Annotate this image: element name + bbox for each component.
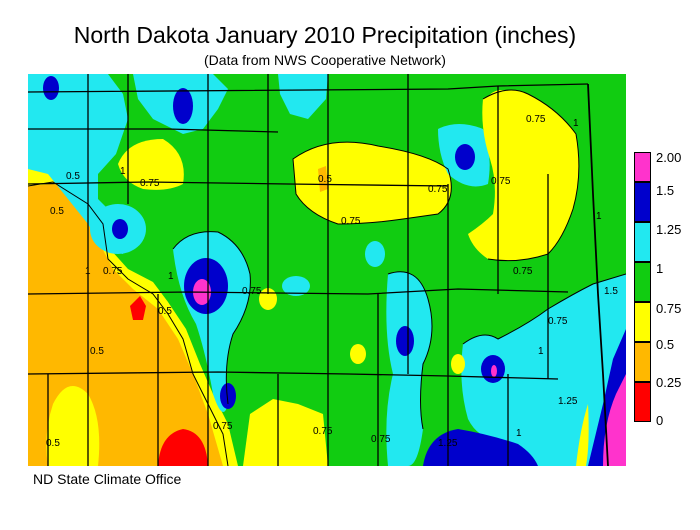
- zone-1-1.25-east: [386, 271, 432, 466]
- contour-label: 1: [120, 166, 126, 177]
- zone-1.25-1.5-nw: [112, 219, 128, 239]
- contour-label: 0.5: [158, 306, 172, 317]
- legend-label: 1.25: [656, 222, 682, 237]
- zone-1-1.25-center-spot: [365, 241, 385, 267]
- precipitation-legend: 2.00 1.5 1.25 1 0.75 0.5 0.25 0: [634, 150, 700, 430]
- zone-0.75-northeast: [468, 90, 579, 261]
- zone-0.75-southwest: [46, 386, 100, 466]
- zone-0.75-east-spot: [451, 354, 465, 374]
- legend-label: 2.00: [656, 150, 682, 165]
- contour-label: 0.5: [46, 438, 60, 449]
- legend-label: 0.5: [656, 337, 675, 352]
- legend-label: 1.5: [656, 183, 675, 198]
- contour-value-labels: 0.75 1 0.75 1 0.5 0.75 0.75 0.75 1 1 0.5…: [46, 114, 618, 449]
- contour-label: 0.5: [66, 171, 80, 182]
- contour-label: 0.75: [213, 421, 233, 432]
- zone-0.75-center-spot: [350, 344, 366, 364]
- zone-0.75-northeast-top: [486, 90, 516, 118]
- zone-above-2-east-spot: [491, 365, 497, 377]
- zone-1-1.25-central-spot: [282, 276, 310, 296]
- contour-label: 0.75: [548, 316, 568, 327]
- legend-swatch-magenta: [634, 152, 651, 182]
- contour-label: 1: [168, 271, 174, 282]
- contour-label: 1.5: [604, 286, 618, 297]
- contour-label: 1: [85, 266, 91, 277]
- contour-label: 0.75: [313, 426, 333, 437]
- legend-label: 0.25: [656, 375, 682, 390]
- contour-label: 0.75: [526, 114, 546, 125]
- county-lines: [28, 74, 609, 466]
- legend-swatch-cyan: [634, 222, 651, 262]
- contour-label: 0.75: [341, 216, 361, 227]
- contour-label: 0.5: [50, 206, 64, 217]
- contour-label: 0.75: [103, 266, 123, 277]
- map-subtitle: (Data from NWS Cooperative Network): [204, 52, 446, 68]
- zone-1.25-1.5-east: [396, 326, 414, 356]
- zone-0.75-west-band-2: [83, 214, 238, 466]
- legend-swatch-orange: [634, 342, 651, 382]
- contour-label: 1: [538, 346, 544, 357]
- legend-label: 0.75: [656, 301, 682, 316]
- zone-1.25-1.5-south: [423, 429, 538, 466]
- legend-label: 0: [656, 413, 664, 428]
- contour-label: 1.25: [438, 438, 458, 449]
- contour-label: 0.75: [371, 434, 391, 445]
- precipitation-map: 0.75 1 0.75 1 0.5 0.75 0.75 0.75 1 1 0.5…: [28, 74, 626, 466]
- contour-label: 0.75: [513, 266, 533, 277]
- map-title: North Dakota January 2010 Precipitation …: [73, 22, 577, 48]
- zone-0.5-central: [318, 166, 328, 192]
- zone-1.25-1.5-nw-top: [43, 76, 59, 100]
- contour-label: 0.75: [491, 176, 511, 187]
- zone-0.75-north-central: [118, 139, 184, 190]
- zone-0.75-southeast-spot: [576, 404, 589, 466]
- zone-below-0.25-spot: [130, 296, 146, 320]
- contour-label: 1: [596, 211, 602, 222]
- zone-below-0.25-south: [158, 429, 208, 466]
- zone-0.75-south: [243, 399, 328, 466]
- contour-label: 1: [573, 118, 579, 129]
- zone-above-2-east: [603, 374, 626, 466]
- zone-1-1.25-north-2: [278, 74, 328, 119]
- zone-1.25-1.5-central-south: [220, 383, 236, 409]
- legend-swatch-red: [634, 382, 651, 422]
- legend-label: 1: [656, 261, 664, 276]
- contour-label: 1: [516, 428, 522, 439]
- legend-swatch-yellow: [634, 302, 651, 342]
- contour-label: 0.75: [242, 286, 262, 297]
- contour-label: 1.25: [558, 396, 578, 407]
- contour-label: 0.75: [428, 184, 448, 195]
- zone-1.25-1.5-northeast: [455, 144, 475, 170]
- contour-lines: [28, 89, 626, 466]
- legend-swatch-green: [634, 262, 651, 302]
- contour-label: 0.75: [140, 178, 160, 189]
- zone-1.25-1.5-north: [173, 88, 193, 124]
- contour-label: 0.5: [90, 346, 104, 357]
- legend-swatch-blue: [634, 182, 651, 222]
- credit-text: ND State Climate Office: [33, 471, 182, 487]
- zone-0.75-central: [293, 142, 452, 224]
- contour-label: 0.5: [318, 174, 332, 185]
